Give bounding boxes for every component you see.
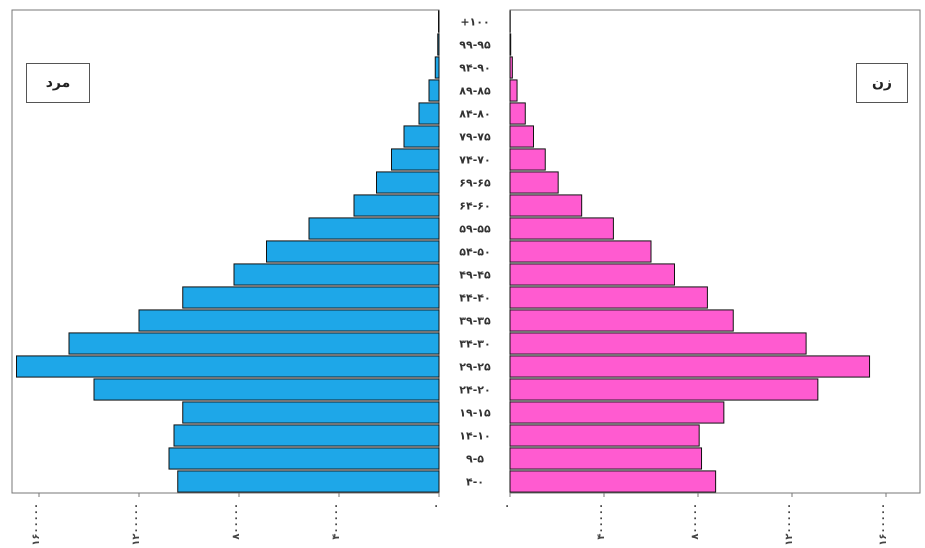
male-bar — [68, 332, 440, 355]
legend-female: زن — [856, 63, 908, 103]
female-bar — [509, 401, 725, 424]
female-bar — [509, 148, 546, 171]
male-bar — [93, 378, 440, 401]
male-bar — [434, 56, 440, 79]
male-bar — [376, 171, 440, 194]
male-bar — [233, 263, 440, 286]
female-tick-label: ۱۶۰۰۰۰۰ — [878, 503, 889, 546]
female-bar — [509, 125, 534, 148]
age-group-label: ۳۴-۳۰ — [459, 338, 490, 351]
age-group-label: ۲۴-۲۰ — [459, 384, 490, 397]
female-bar — [509, 286, 708, 309]
female-bar — [509, 33, 512, 56]
female-bar — [509, 217, 614, 240]
male-x-axis: ۰ ۴۰۰۰۰۰ ۸۰۰۰۰۰ ۱۲۰۰۰۰۰ ۱۶۰۰۰۰۰ — [12, 492, 442, 546]
female-bar — [509, 240, 652, 263]
female-bar — [509, 332, 807, 355]
female-bar — [509, 263, 675, 286]
female-tick-label: ۸۰۰۰۰۰ — [690, 503, 701, 540]
female-x-axis: ۰ ۴۰۰۰۰۰ ۸۰۰۰۰۰ ۱۲۰۰۰۰۰ ۱۶۰۰۰۰۰ — [502, 492, 920, 546]
legend-female-label: زن — [871, 75, 892, 91]
female-bar — [509, 309, 734, 332]
age-group-label: ۹۹-۹۵ — [459, 39, 491, 52]
female-bar — [509, 194, 583, 217]
age-group-label: ۴۴-۴۰ — [459, 292, 490, 305]
male-bar — [182, 286, 440, 309]
male-bar — [438, 10, 440, 33]
male-bar — [173, 424, 440, 447]
male-bar — [403, 125, 440, 148]
male-bar — [177, 470, 440, 493]
age-group-label: ۳۹-۳۵ — [459, 315, 491, 328]
age-group-label: ۷۹-۷۵ — [459, 131, 491, 144]
male-tick-label: ۸۰۰۰۰۰ — [231, 503, 242, 540]
female-bar — [509, 470, 717, 493]
age-group-label: ۵۹-۵۵ — [459, 223, 491, 236]
male-bar — [138, 309, 440, 332]
age-group-label: ۸۴-۸۰ — [459, 108, 490, 121]
male-tick-label: ۱۶۰۰۰۰۰ — [31, 503, 42, 546]
legend-male: مرد — [26, 63, 90, 103]
female-bar — [509, 171, 559, 194]
age-group-label: ۸۹-۸۵ — [459, 85, 491, 98]
age-group-label: ۲۹-۲۵ — [459, 361, 491, 374]
female-tick-label: ۴۰۰۰۰۰ — [596, 503, 607, 540]
male-tick-label: ۴۰۰۰۰۰ — [331, 503, 342, 540]
age-group-label: ۶۴-۶۰ — [459, 200, 490, 213]
female-bar — [509, 56, 513, 79]
male-bar — [168, 447, 440, 470]
age-group-label: ۱۹-۱۵ — [459, 407, 491, 420]
legend-male-label: مرد — [45, 75, 71, 91]
female-tick-label: ۰ — [502, 503, 513, 509]
age-group-label: ۷۴-۷۰ — [459, 154, 490, 167]
age-group-label: ۱۴-۱۰ — [459, 430, 490, 443]
female-bar — [509, 355, 871, 378]
age-group-label: +۱۰۰ — [460, 16, 489, 29]
male-bar — [182, 401, 440, 424]
male-bar — [308, 217, 440, 240]
male-panel — [11, 9, 440, 494]
female-bar — [509, 79, 518, 102]
age-group-label: ۵۴-۵۰ — [459, 246, 490, 259]
male-bar — [391, 148, 440, 171]
male-bar — [428, 79, 440, 102]
male-bar — [16, 355, 440, 378]
male-bar — [266, 240, 440, 263]
female-tick-label: ۱۲۰۰۰۰۰ — [784, 503, 795, 546]
age-group-label: ۴-۰ — [466, 476, 484, 489]
age-group-labels: ۴-۰ ۹-۵ ۱۴-۱۰ ۱۹-۱۵ ۲۴-۲۰ ۲۹-۲۵ ۳۴-۳۰ ۳۹-۳۵ ۴۴-۴… — [459, 16, 491, 489]
male-tick-label: ۰ — [431, 503, 442, 509]
male-bar — [418, 102, 440, 125]
male-bar — [437, 33, 440, 56]
female-bar — [509, 424, 700, 447]
age-group-label: ۶۹-۶۵ — [459, 177, 491, 190]
age-group-label: ۹۴-۹۰ — [459, 62, 490, 75]
female-bar — [509, 378, 819, 401]
age-group-label: ۹-۵ — [466, 453, 484, 466]
age-group-label: ۴۹-۴۵ — [459, 269, 491, 282]
male-bar — [353, 194, 440, 217]
female-bar — [509, 102, 526, 125]
male-tick-label: ۱۲۰۰۰۰۰ — [131, 503, 142, 546]
female-bar — [509, 447, 703, 470]
